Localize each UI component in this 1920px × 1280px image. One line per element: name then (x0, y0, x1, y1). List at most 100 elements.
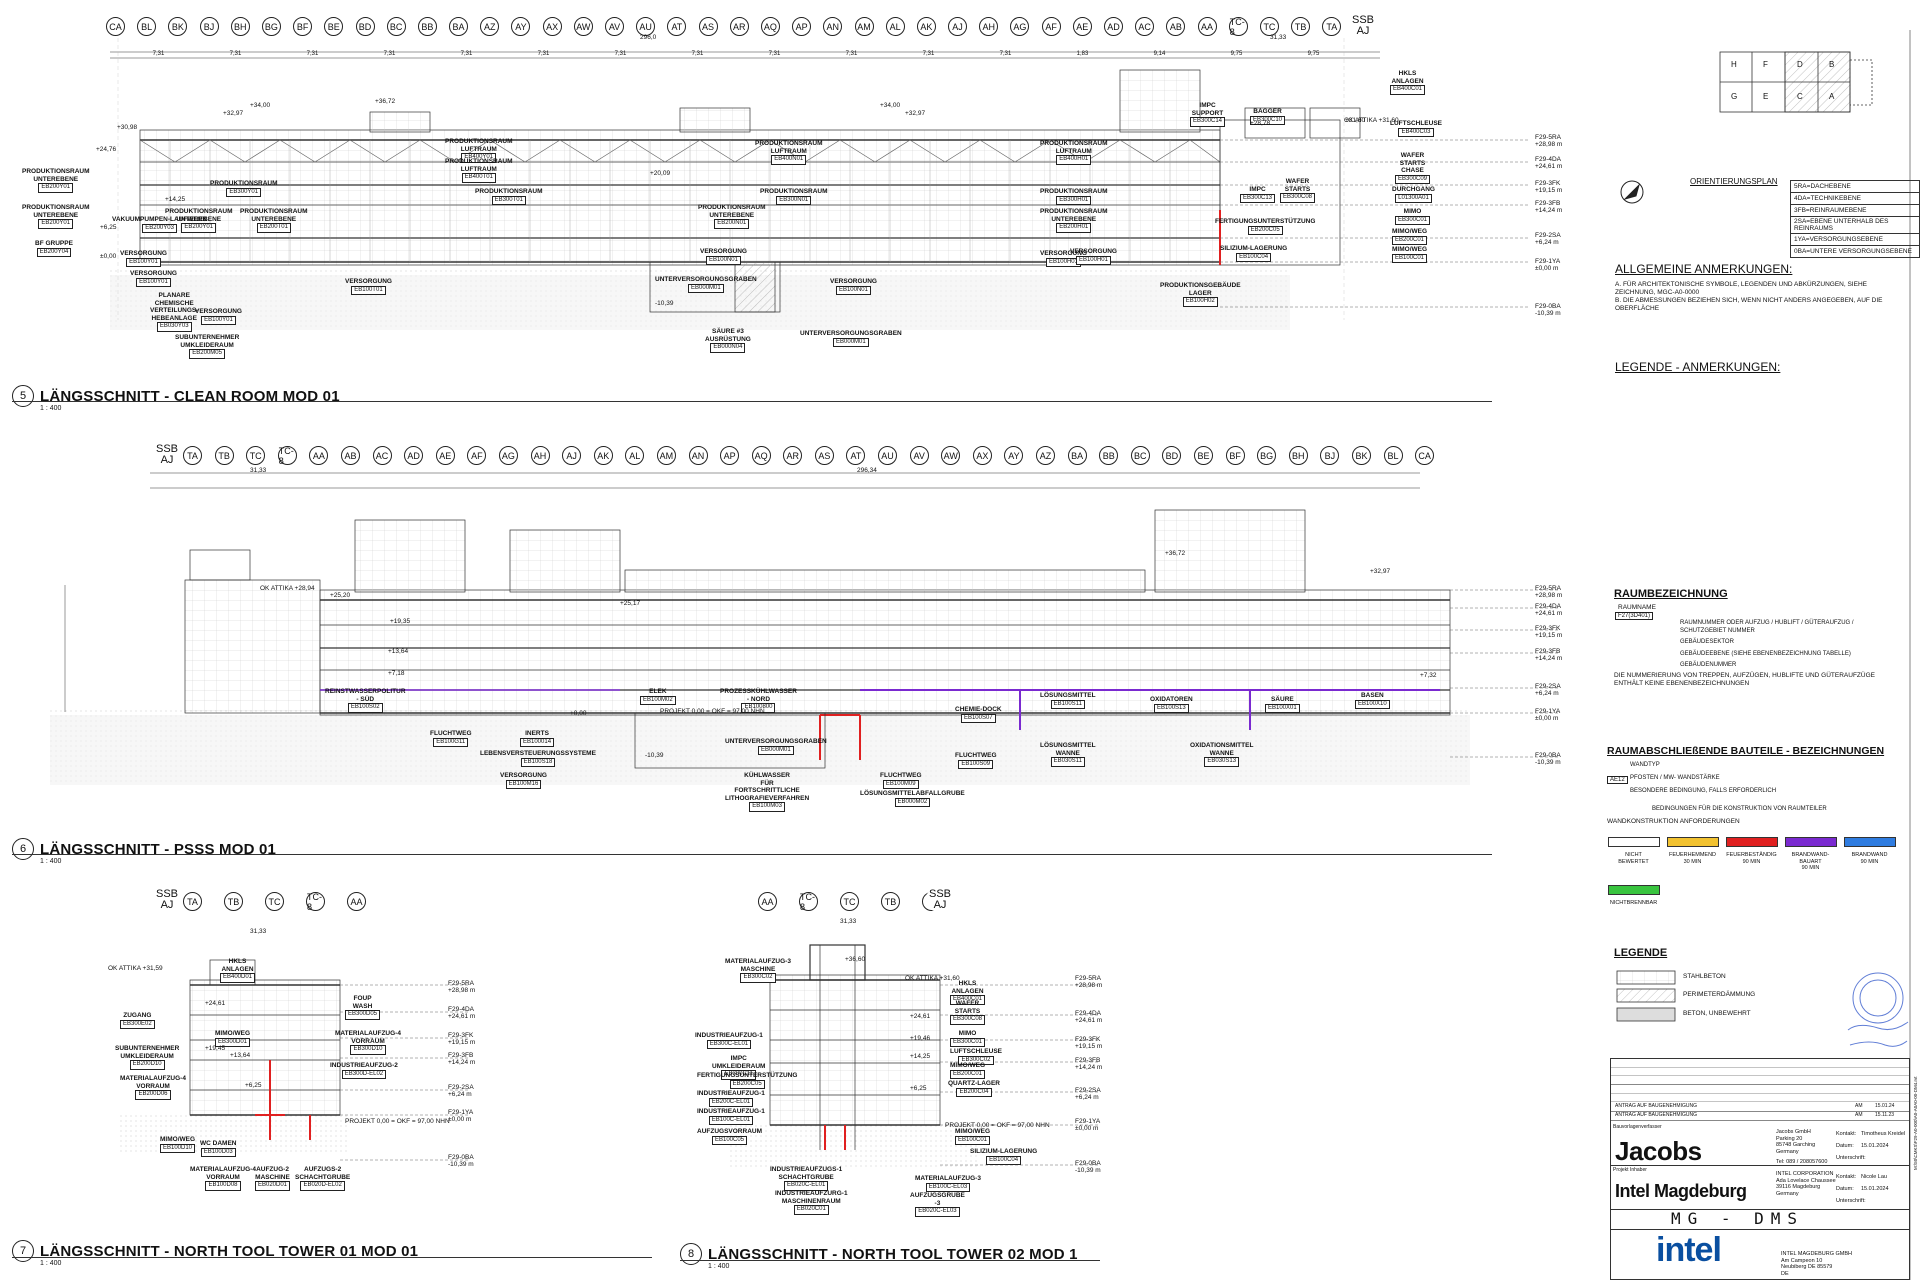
orientation-row: 4DA=TECHNIKEBENE (1790, 192, 1920, 205)
level-elev: +19,15 m (448, 1039, 476, 1046)
room-name: VERSORGUNG (830, 278, 877, 285)
section6-grid-bubbles: TA TB TC TC-8 AA AB AC AD AE AF AG AH AJ AK AL AM AN AP AQ… (183, 446, 1447, 466)
level-elev: ±0,00 m (1535, 265, 1559, 272)
project-code: MG - DMS (1671, 1209, 1805, 1228)
level-label: F29-3FK +19,15 m (448, 1032, 475, 1046)
room-name: SILIZIUM-LAGERUNG (1220, 245, 1288, 252)
section8-ssb-label: SSB AJ (925, 888, 955, 912)
section8-title: LÄNGSSCHNITT - NORTH TOOL TOWER 02 MOD 1 (708, 1245, 1078, 1263)
room-name: FOUP WASH (352, 995, 373, 1010)
room-name: ZUGANG (123, 1012, 152, 1019)
room-label: CHEMIE-DOCK EB100S07 (955, 706, 1002, 723)
room-label: HKLS ANLAGEN EB400D01 (220, 958, 256, 983)
revision-date: 15.11.23 (1875, 1112, 1895, 1118)
elevation-mark: +36,72 (1165, 550, 1186, 557)
level-code: F29-3FK (1075, 1036, 1101, 1043)
section7-underline (12, 1257, 652, 1258)
room-label: BASEN EB100X10 (1355, 692, 1390, 709)
grid-bubble: AE (435, 446, 455, 465)
elevation-mark: +7,32 (1420, 672, 1437, 679)
room-label: PRODUKTIONSRAUM UNTEREBENE EB200T01 (240, 208, 308, 233)
grid-bubble: AJ (562, 446, 582, 465)
level-code: F29-1YA (1075, 1118, 1101, 1125)
room-tag: EB100S13 (1154, 703, 1189, 713)
room-label: VERSORGUNG EB100Y01 (130, 270, 177, 287)
room-tag: EB100G11 (433, 737, 469, 747)
room-tag: EB100014 (520, 737, 555, 747)
fire-rating-swatches: NICHT BEWERTET FEUERHEMMEND 30 MIN FEUERBE… (1607, 834, 1907, 906)
room-label: VERSORGUNG EB100H01 (1070, 248, 1117, 265)
room-name: MIMO (1403, 208, 1422, 215)
section6-scale: 1 : 400 (40, 858, 62, 865)
keyplan-sector: B (1829, 60, 1835, 69)
grid-bubble: BG (1257, 446, 1277, 465)
grid-bubble: AR (783, 446, 803, 465)
room-label: MIMO EB300C01 (950, 1030, 986, 1047)
fire-rating-swatch: BRANDWAND 90 MIN (1843, 834, 1896, 872)
title-block: ANTRAG AUF BAUGENEHMIGUNG AM 15.01.24 ANTRA… (1610, 1058, 1910, 1280)
grid-bubble: AE (1072, 17, 1092, 36)
level-label: F29-1YA ±0,00 m (1535, 258, 1560, 272)
keyplan-sector: E (1763, 92, 1769, 101)
grid-bubble: TA (1322, 17, 1342, 36)
room-label: UNTERVERSORGUNGSGRABEN EB000M01 (725, 738, 827, 755)
dimension-text: 9,14 (1153, 51, 1166, 57)
grid-bubble: BF (1225, 446, 1245, 465)
elevation-mark: +25,20 (330, 592, 351, 599)
room-name: PRODUKTIONSRAUM LUFTRAUM (755, 140, 823, 155)
grid-bubble: BE (324, 17, 344, 36)
level-elev: +19,15 m (1535, 187, 1563, 194)
room-label: HKLS ANLAGEN EB400C01 (950, 980, 986, 1005)
level-label: F29-1YA ±0,00 m (1535, 708, 1560, 722)
elevation-mark: OK ATTIKA +28,94 (260, 585, 315, 592)
room-name: FERTIGUNGSUNTERSTÜTZUNG (697, 1072, 798, 1079)
section5-grid-bubbles: CA BL BK BJ BH BG BF BE BD BC BB BA AZ AY AX AW AV AU AT AS… (106, 17, 1354, 37)
room-tag: EB200H01 (1056, 223, 1092, 233)
room-name: MIMO/WEG (160, 1136, 196, 1143)
grid-bubble: AA (309, 446, 329, 465)
room-tag: EB100S18 (520, 757, 556, 767)
level-elev: +14,24 m (1075, 1064, 1103, 1071)
room-tag: EB100800 (741, 703, 776, 713)
room-label: MIMO/WEG EB200C01 (950, 1062, 986, 1079)
level-code: F29-3FK (1535, 625, 1561, 632)
room-tag: EB200T01 (256, 223, 291, 233)
level-label: F29-4DA +24,61 m (1535, 156, 1562, 170)
room-label: INDUSTRIEAUFZUG-1 EB200C-EL01 (697, 1090, 765, 1107)
room-designation-line: RAUMNUMMER ODER AUFZUG / HUBLIFT / GÜTER… (1680, 620, 1854, 634)
orientation-row: 5RA=DACHEBENE (1790, 180, 1920, 193)
ssb-text: SSB AJ (155, 443, 178, 466)
room-name: INDUSTRIEAUFZURG-1 MASCHINENRAUM (775, 1190, 848, 1205)
grid-bubble: AF (1041, 17, 1061, 36)
room-label: MATERIALAUFZUG-3 EB100C-EL03 (915, 1175, 981, 1192)
room-label: PRODUKTIONSRAUM UNTEREBENE EB200Y01 (165, 208, 233, 233)
swatch-label: FEUERBESTÄNDIG 90 MIN (1726, 852, 1777, 865)
revision-lines (1611, 1059, 1909, 1103)
keyplan-sector: F (1763, 60, 1768, 69)
orientation-cell: 2SA=EBENE UNTERHALB DES REINRAUMS (1790, 216, 1920, 234)
room-tag: EB300C02 (958, 1055, 994, 1065)
revision-text: ANTRAG AUF BAUGENEHMIGUNG (1615, 1103, 1697, 1109)
room-name: CHEMIE-DOCK (955, 706, 1002, 713)
room-label: VERSORGUNG EB100N01 (830, 278, 877, 295)
room-name: MATERIALAUFZUG-3 MASCHINE (725, 958, 791, 973)
dimension-text: 7,31 (537, 51, 550, 57)
level-code: F29-0BA (1535, 752, 1561, 759)
level-elev: +24,61 m (1075, 1017, 1103, 1024)
keyplan-sector: H (1731, 60, 1737, 69)
section6-total-right: 296,34 (857, 467, 877, 474)
level-label: F29-2SA +6,24 m (1535, 232, 1561, 246)
grid-bubble: AV (909, 446, 929, 465)
room-tag: EB400C01 (950, 995, 986, 1005)
room-tag: L01300A01 (1395, 193, 1432, 203)
grid-bubble: TB (224, 892, 243, 911)
room-label: MATERIALAUFZUG-4 VORRAUM EB300D10 (335, 1030, 401, 1055)
room-label: IMPC UMKLEIDERAUM EB300C11 (712, 1055, 765, 1080)
file-path: M:\50\CMKS\F29-A0-000\A0-A0A0-00-DM4.rvt (1913, 1076, 1918, 1170)
room-tag: EB020C-EL03 (915, 1207, 960, 1217)
grid-bubble: AS (698, 17, 718, 36)
section6-number: 6 (12, 838, 34, 860)
room-name: HKLS ANLAGEN (951, 980, 984, 995)
room-label: SÄURE #3 AUSRÜSTUNG EB000N04 (705, 328, 751, 353)
level-code: F29-4DA (1535, 156, 1562, 163)
